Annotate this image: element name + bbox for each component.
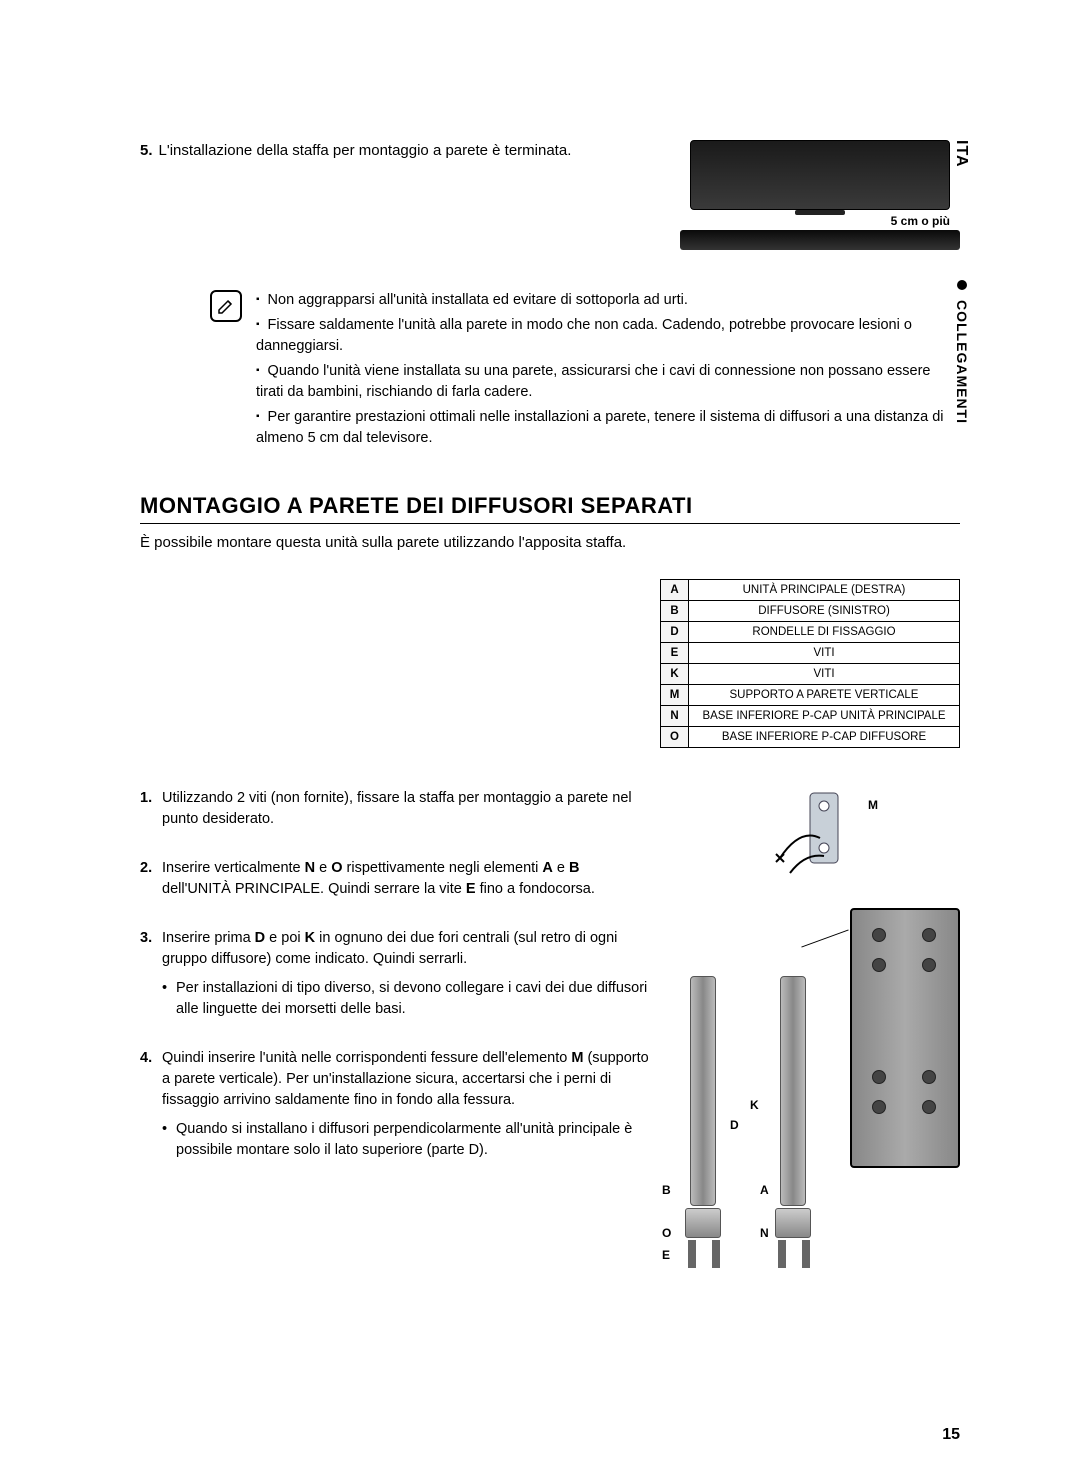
part-desc: VITI	[689, 664, 960, 685]
note-item: Quando l'unità viene installata su una p…	[256, 361, 960, 403]
base-left-icon	[685, 1208, 721, 1238]
base-right-icon	[775, 1208, 811, 1238]
part-desc: BASE INFERIORE P-CAP DIFFUSORE	[689, 727, 960, 748]
stand-icon	[778, 1240, 786, 1268]
label-K: K	[750, 1098, 759, 1112]
label-O: O	[662, 1226, 671, 1240]
part-code: K	[661, 664, 689, 685]
section-heading: MONTAGGIO A PARETE DEI DIFFUSORI SEPARAT…	[140, 493, 960, 519]
part-desc: DIFFUSORE (SINISTRO)	[689, 601, 960, 622]
lang-tab: ITA	[952, 140, 970, 168]
heading-rule	[140, 523, 960, 524]
part-code: B	[661, 601, 689, 622]
table-row: NBASE INFERIORE P-CAP UNITÀ PRINCIPALE	[661, 706, 960, 727]
stand-icon	[802, 1240, 810, 1268]
part-desc: BASE INFERIORE P-CAP UNITÀ PRINCIPALE	[689, 706, 960, 727]
step-4-bullet: Quando si installano i diffusori perpend…	[162, 1119, 650, 1161]
table-row: BDIFFUSORE (SINISTRO)	[661, 601, 960, 622]
intro-text: È possibile montare questa unità sulla p…	[140, 534, 960, 551]
step-2: Inserire verticalmente N e O rispettivam…	[140, 858, 650, 900]
table-row: MSUPPORTO A PARETE VERTICALE	[661, 685, 960, 706]
label-D: D	[730, 1118, 739, 1132]
part-code: A	[661, 580, 689, 601]
table-row: KVITI	[661, 664, 960, 685]
part-code: O	[661, 727, 689, 748]
label-E: E	[662, 1248, 670, 1262]
part-code: E	[661, 643, 689, 664]
note-item: Per garantire prestazioni ottimali nelle…	[256, 407, 960, 449]
part-desc: RONDELLE DI FISSAGGIO	[689, 622, 960, 643]
stand-icon	[712, 1240, 720, 1268]
part-code: M	[661, 685, 689, 706]
table-row: DRONDELLE DI FISSAGGIO	[661, 622, 960, 643]
rear-panel-icon	[850, 908, 960, 1168]
note-list: Non aggrapparsi all'unità installata ed …	[256, 290, 960, 453]
part-desc: VITI	[689, 643, 960, 664]
speakers-figure: K D B A O N E	[670, 908, 960, 1268]
step-4: Quindi inserire l'unità nelle corrispond…	[140, 1048, 650, 1161]
step5-body: L'installazione della staffa per montagg…	[159, 142, 572, 159]
part-code: D	[661, 622, 689, 643]
table-row: EVITI	[661, 643, 960, 664]
step5-num: 5.	[140, 142, 153, 159]
part-desc: UNITÀ PRINCIPALE (DESTRA)	[689, 580, 960, 601]
step-3-bullet: Per installazioni di tipo diverso, si de…	[162, 978, 650, 1020]
tower-right-icon	[780, 976, 806, 1206]
figure-column: M	[670, 788, 960, 1268]
label-A: A	[760, 1183, 769, 1197]
label-B: B	[662, 1183, 671, 1197]
steps-text: Utilizzando 2 viti (non fornite), fissar…	[140, 788, 650, 1268]
tv-figure: 5 cm o più	[680, 140, 960, 250]
part-code: N	[661, 706, 689, 727]
side-bullet	[957, 280, 967, 290]
label-N: N	[760, 1226, 769, 1240]
tv-icon	[690, 140, 950, 210]
gap-label: 5 cm o più	[680, 214, 950, 228]
note-item: Fissare saldamente l'unità alla parete i…	[256, 315, 960, 357]
table-row: OBASE INFERIORE P-CAP DIFFUSORE	[661, 727, 960, 748]
bracket-figure: M	[770, 788, 860, 898]
note-item: Non aggrapparsi all'unità installata ed …	[256, 290, 960, 311]
label-M: M	[868, 798, 878, 812]
part-desc: SUPPORTO A PARETE VERTICALE	[689, 685, 960, 706]
step-3: Inserire prima D e poi K in ognuno dei d…	[140, 928, 650, 1020]
step-1: Utilizzando 2 viti (non fornite), fissar…	[140, 788, 650, 830]
pencil-note-icon	[210, 290, 242, 322]
table-row: AUNITÀ PRINCIPALE (DESTRA)	[661, 580, 960, 601]
parts-table: AUNITÀ PRINCIPALE (DESTRA) BDIFFUSORE (S…	[660, 579, 960, 748]
section-tab: COLLEGAMENTI	[954, 300, 970, 424]
step5-text: 5. L'installazione della staffa per monta…	[140, 140, 650, 161]
stand-icon	[688, 1240, 696, 1268]
page-number: 15	[942, 1426, 960, 1444]
soundbar-icon	[680, 230, 960, 250]
tower-left-icon	[690, 976, 716, 1206]
